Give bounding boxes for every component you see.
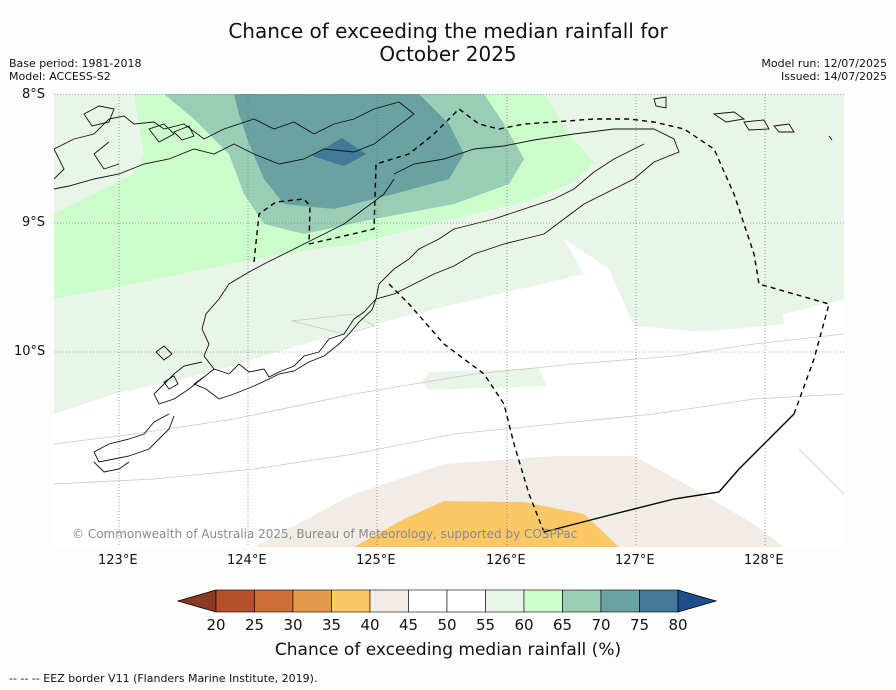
contour-75-80 [312,138,366,166]
contour-55-60-lower [54,234,584,414]
lat-label-9s: 9°S [22,215,46,230]
lon-label-126e: 126°E [486,553,526,568]
colorbar-tick-label: 55 [475,616,496,634]
colorbar-cell [523,589,563,613]
lon-label-127e: 127°E [615,553,655,568]
colorbar-cell [408,589,448,613]
colorbar-cell [639,589,679,613]
colorbar-arrow-low [176,589,217,613]
contour-35-40 [354,501,619,547]
contour-55-60-east [604,189,784,332]
lat-label-8s: 8°S [22,87,46,102]
colorbar-cell [292,589,332,613]
colorbar-tick-label: 40 [360,616,380,634]
eez-border [253,108,830,533]
colorbar-cell [485,589,525,613]
colorbar-tick-label: 80 [668,616,688,634]
colorbar-cell [215,589,255,613]
colorbar-tick-label: 50 [437,616,457,634]
issued-date: Issued: 14/07/2025 [780,70,887,83]
model-run-date: Model run: 12/07/2025 [761,57,887,70]
coastlines [54,96,833,473]
copyright-text: © Commonwealth of Australia 2025, Bureau… [72,527,578,541]
lat-label-10s: 10°S [14,344,46,359]
colorbar-cell [562,589,602,613]
lon-label-128e: 128°E [744,553,784,568]
colorbar-tick-label: 35 [321,616,342,634]
colorbar-label: Chance of exceeding median rainfall (%) [274,640,622,660]
run-info: Model run: 12/07/2025 Issued: 14/07/2025 [761,57,887,83]
colorbar [176,589,718,613]
colorbar-tick-label: 30 [283,616,303,634]
rainfall-map [54,94,844,547]
colorbar-tick-label: 20 [206,616,226,634]
colorbar-tick-label: 60 [514,616,534,634]
colorbar-tick-label: 45 [398,616,419,634]
lon-label-123e: 123°E [98,553,138,568]
contour-40-45 [254,456,784,547]
colorbar-cell [331,589,371,613]
colorbar-tick-label: 70 [591,616,611,634]
base-period: Base period: 1981-2018 [9,57,142,70]
colorbar-cell [600,589,640,613]
colorbar-arrow-high [677,589,718,613]
colorbar-cell [254,589,294,613]
title-line-1: Chance of exceeding the median rainfall … [228,19,668,43]
title-line-2: October 2025 [379,42,517,66]
model-info: Base period: 1981-2018 Model: ACCESS-S2 [9,57,141,83]
contour-55-60-patch [422,368,547,390]
lon-label-125e: 125°E [356,553,396,568]
eez-footnote: -- -- -- EEZ border V11 (Flanders Marine… [9,672,318,685]
colorbar-cell [369,589,409,613]
colorbar-tick-label: 25 [244,616,265,634]
map-title: Chance of exceeding the median rainfall … [0,20,896,66]
colorbar-tick-label: 65 [552,616,573,634]
colorbar-cell [446,589,486,613]
model-name: Model: ACCESS-S2 [9,70,111,83]
colorbar-tick-label: 75 [629,616,650,634]
lon-label-124e: 124°E [227,553,267,568]
